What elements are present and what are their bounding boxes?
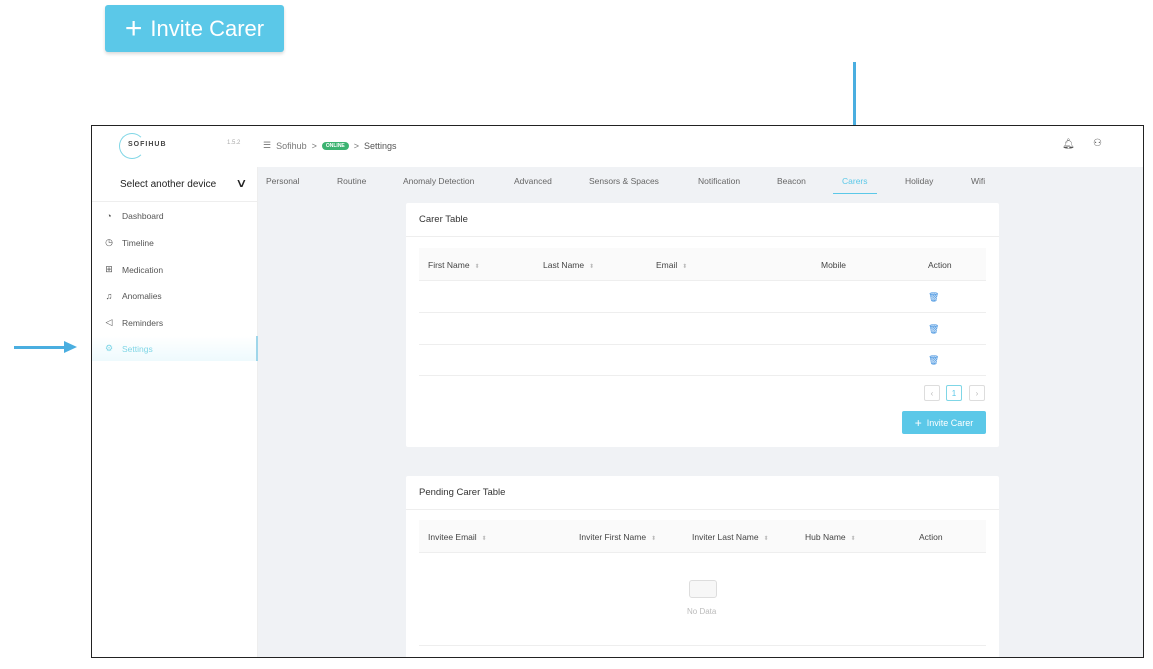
label: Dashboard	[122, 210, 164, 221]
divider	[406, 509, 999, 510]
sort-icon[interactable]: ⬍	[763, 536, 769, 542]
table-header: Invitee Email ⬍ Inviter First Name ⬍ Invit…	[419, 520, 986, 553]
label: Inviter First Name	[579, 532, 647, 542]
settings-tabs: Personal Routine Anomaly Detection Advan…	[258, 167, 1143, 197]
trash-icon[interactable]: 🗑︎	[928, 292, 940, 302]
sort-icon[interactable]: ⬍	[481, 536, 487, 542]
sort-icon[interactable]: ⬍	[651, 536, 657, 542]
column-hub-name[interactable]: Hub Name ⬍	[805, 532, 856, 542]
sidebar-item-timeline[interactable]: ◷ Timeline	[92, 230, 258, 255]
label: Settings	[122, 343, 153, 354]
prev-page-button[interactable]: ‹	[924, 385, 940, 401]
plus-icon: +	[124, 11, 143, 45]
column-last-name[interactable]: Last Name ⬍	[543, 260, 594, 270]
label: Invite Carer	[926, 417, 974, 428]
clock-icon: ◷	[105, 237, 113, 247]
tab-wifi[interactable]: Wifi	[971, 176, 986, 186]
column-mobile: Mobile	[821, 260, 847, 270]
breadcrumb-page: Settings	[364, 140, 397, 151]
divider	[406, 236, 999, 237]
sidebar-item-anomalies[interactable]: ♫ Anomalies	[92, 283, 258, 308]
column-first-name[interactable]: First Name ⬍	[428, 260, 480, 270]
medication-icon: ⊞	[105, 264, 113, 274]
label: First Name	[428, 260, 470, 270]
label: Invitee Email	[428, 532, 477, 542]
status-badge: ONLINE	[321, 141, 349, 150]
column-email[interactable]: Email ⬍	[656, 260, 687, 270]
logo	[119, 133, 145, 159]
table-row: 🗑︎	[419, 344, 986, 376]
app-window: SOFIHUB 1.5.2 ☰ Sofihub > ONLINE > Setti…	[91, 125, 1144, 658]
menu-icon[interactable]: ☰	[263, 140, 272, 150]
trash-icon[interactable]: 🗑︎	[928, 324, 940, 334]
separator: >	[311, 140, 317, 151]
column-action: Action	[919, 532, 943, 542]
label: Timeline	[122, 237, 154, 248]
label: Hub Name	[805, 532, 846, 542]
label: Last Name	[543, 260, 585, 270]
empty-text: No Data	[687, 607, 717, 616]
card-title: Carer Table	[419, 214, 468, 225]
label: Inviter Last Name	[692, 532, 759, 542]
tab-sensors-spaces[interactable]: Sensors & Spaces	[589, 176, 659, 186]
tab-holiday[interactable]: Holiday	[905, 176, 934, 186]
sort-icon[interactable]: ⬍	[589, 264, 595, 270]
tab-advanced[interactable]: Advanced	[514, 176, 552, 186]
tab-notification[interactable]: Notification	[698, 176, 741, 186]
sidebar-item-settings[interactable]: ⚙ Settings	[92, 336, 258, 361]
device-select[interactable]: Select another device ∨	[92, 167, 258, 202]
device-select-label: Select another device	[120, 178, 217, 190]
bell-icon[interactable]: 🔔︎	[1062, 139, 1075, 150]
column-inviter-last-name[interactable]: Inviter Last Name ⬍	[692, 532, 769, 542]
breadcrumb: ☰ Sofihub > ONLINE > Settings	[263, 140, 397, 151]
header: SOFIHUB 1.5.2 ☰ Sofihub > ONLINE > Setti…	[92, 126, 1143, 167]
separator: >	[353, 140, 360, 151]
trash-icon[interactable]: 🗑︎	[928, 355, 940, 365]
label: Anomalies	[122, 290, 162, 301]
label: Medication	[122, 264, 164, 275]
label: Email	[656, 260, 678, 270]
annotation-arrow-right	[14, 346, 66, 349]
sidebar-item-reminders[interactable]: ◁ Reminders	[92, 310, 258, 335]
bell-icon: ♫	[105, 290, 113, 301]
dashboard-icon: ◔	[106, 210, 112, 221]
label: Reminders	[122, 317, 164, 328]
tab-carers[interactable]: Carers	[833, 176, 877, 194]
chevron-down-icon: ∨	[235, 176, 248, 190]
sidebar-item-medication[interactable]: ⊞ Medication	[92, 257, 258, 282]
sidebar-item-dashboard[interactable]: ◔ Dashboard	[92, 203, 258, 228]
card-title: Pending Carer Table	[419, 487, 506, 498]
tab-anomaly-detection[interactable]: Anomaly Detection	[403, 176, 475, 186]
tab-personal[interactable]: Personal	[266, 176, 300, 186]
sort-icon[interactable]: ⬍	[682, 264, 688, 270]
next-page-button[interactable]: ›	[969, 385, 985, 401]
tab-routine[interactable]: Routine	[337, 176, 367, 186]
gear-icon: ⚙	[104, 343, 114, 353]
annotation-arrow-down	[853, 62, 856, 150]
breadcrumb-root[interactable]: Sofihub	[276, 140, 307, 151]
tab-beacon[interactable]: Beacon	[777, 176, 806, 186]
column-invitee-email[interactable]: Invitee Email ⬍	[428, 532, 487, 542]
sort-icon[interactable]: ⬍	[474, 264, 480, 270]
plus-icon: +	[914, 415, 922, 430]
speaker-icon: ◁	[105, 317, 113, 327]
invite-carer-button[interactable]: + Invite Carer	[902, 411, 986, 434]
sort-icon[interactable]: ⬍	[850, 536, 856, 542]
version: 1.5.2	[227, 140, 241, 146]
empty-inbox-icon	[689, 580, 717, 598]
user-icon[interactable]: ⚇	[1093, 138, 1102, 149]
divider	[419, 645, 986, 646]
column-inviter-first-name[interactable]: Inviter First Name ⬍	[579, 532, 656, 542]
table-row: 🗑︎	[419, 281, 986, 313]
column-action: Action	[928, 260, 952, 270]
arrow-head-icon	[64, 341, 77, 353]
table-row: 🗑︎	[419, 313, 986, 345]
table-header: First Name ⬍ Last Name ⬍ Email ⬍ Mobile Act…	[419, 248, 986, 281]
invite-carer-callout-button[interactable]: + Invite Carer	[105, 5, 284, 52]
pending-carer-table-card: Pending Carer Table Invitee Email ⬍ Invit…	[406, 476, 999, 657]
carer-table-card: Carer Table First Name ⬍ Last Name ⬍ Email…	[406, 203, 999, 447]
page-1-button[interactable]: 1	[946, 385, 962, 401]
sidebar: Select another device ∨ ◔ Dashboard ◷ Timel…	[92, 167, 258, 657]
logo-text: SOFIHUB	[128, 141, 167, 148]
